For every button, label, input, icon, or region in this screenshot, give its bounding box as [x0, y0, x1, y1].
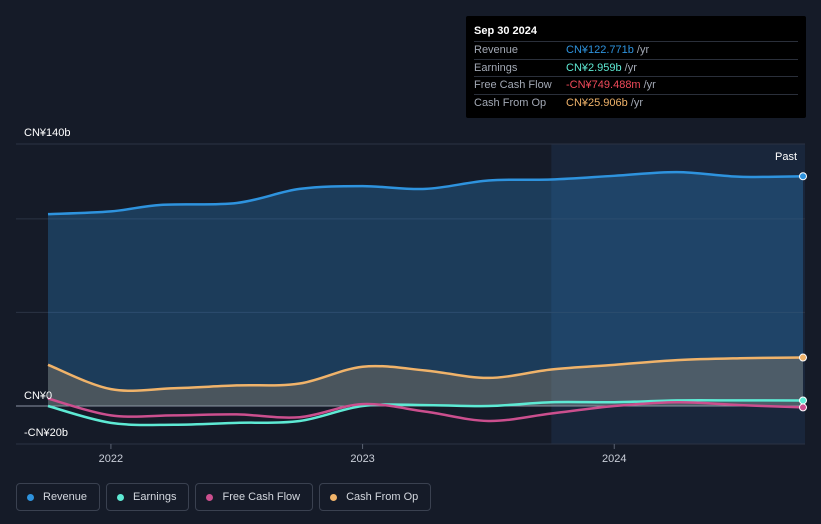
tooltip-row-earnings: Earnings CN¥2.959b /yr [474, 58, 798, 77]
tooltip-label: Cash From Op [474, 96, 547, 109]
tooltip-unit: /yr [624, 61, 637, 74]
tooltip-date: Sep 30 2024 [474, 25, 537, 37]
tooltip-label: Free Cash Flow [474, 79, 552, 92]
legend-dot-icon [206, 493, 214, 501]
legend-item-revenue[interactable]: Revenue [16, 483, 101, 511]
earnings-line [47, 398, 804, 427]
tooltip-unit: /yr [636, 44, 650, 57]
chart-canvas: CN¥140b CN¥0 -CN¥20b Past 2022 2023 2024 [16, 127, 807, 465]
tooltip-unit: /yr [643, 79, 656, 92]
x-tick-label: 2024 [602, 453, 626, 465]
x-axis-ticks: 2022 2023 2024 [99, 444, 626, 465]
legend-dot-icon [117, 493, 125, 501]
y-label-top: CN¥140b [24, 127, 70, 139]
tooltip-row-revenue: Revenue CN¥122.771b /yr [474, 41, 798, 59]
free-cash-flow-line [47, 397, 804, 423]
tooltip-value: -CN¥749.488m [566, 79, 641, 92]
tooltip-label: Earnings [474, 61, 518, 74]
y-label-bottom: -CN¥20b [24, 427, 68, 439]
legend-item-free-cash-flow[interactable]: Free Cash Flow [195, 483, 314, 511]
free-cash-flow-end-dot [799, 403, 807, 412]
earnings-end-dot [799, 396, 807, 405]
y-label-zero: CN¥0 [24, 390, 52, 402]
tooltip-row-cash-from-op: Cash From Op CN¥25.906b /yr [474, 93, 798, 112]
legend-label: Revenue [43, 491, 88, 503]
tooltip-value: CN¥2.959b [566, 61, 622, 74]
tooltip-unit: /yr [630, 96, 644, 109]
tooltip-value: CN¥25.906b [566, 96, 628, 109]
past-region [551, 144, 805, 444]
cash-from-op-end-dot [799, 353, 807, 362]
cash-from-op-area [48, 357, 803, 406]
tooltip-row-free-cash-flow: Free Cash Flow -CN¥749.488m /yr [474, 76, 798, 94]
cash-from-op-line [47, 356, 804, 392]
gridlines [16, 143, 805, 445]
x-tick-label: 2023 [350, 453, 374, 465]
legend-item-earnings[interactable]: Earnings [106, 483, 190, 511]
revenue-area [48, 172, 803, 406]
area-fills [48, 172, 803, 406]
legend-dot-icon [330, 493, 338, 501]
series-end-dots [799, 172, 807, 412]
revenue-line [47, 170, 804, 216]
legend-item-cash-from-op[interactable]: Cash From Op [319, 483, 432, 511]
legend-dot-icon [27, 493, 34, 501]
series-lines [47, 170, 804, 427]
legend: Revenue Earnings Free Cash Flow Cash Fro… [16, 483, 432, 511]
tooltip-panel: Sep 30 2024 Revenue CN¥122.771b /yr Earn… [466, 16, 806, 118]
x-tick-label: 2022 [99, 453, 123, 465]
tooltip-label: Revenue [474, 44, 519, 57]
tooltip-value: CN¥122.771b [566, 44, 634, 57]
legend-label: Cash From Op [346, 491, 419, 503]
revenue-end-dot [799, 172, 807, 181]
legend-label: Free Cash Flow [222, 491, 301, 503]
past-label: Past [775, 151, 797, 163]
legend-label: Earnings [133, 491, 177, 503]
